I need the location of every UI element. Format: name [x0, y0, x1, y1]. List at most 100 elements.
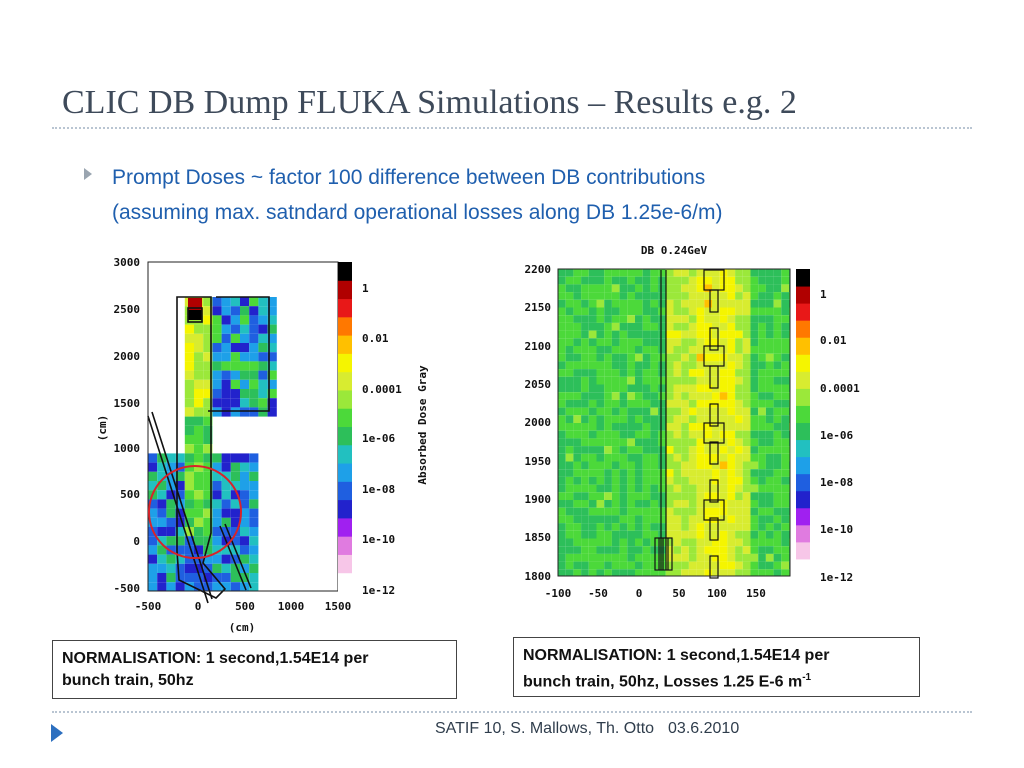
- heatmap-cell: [565, 553, 574, 562]
- heatmap-cell: [681, 507, 689, 516]
- heatmap-cell: [258, 297, 268, 307]
- heatmap-cell: [750, 369, 759, 377]
- heatmap-cell: [719, 546, 728, 554]
- heatmap-cell: [619, 346, 628, 354]
- heatmap-cell: [611, 276, 620, 285]
- heatmap-cell: [619, 438, 628, 447]
- footer-date: 03.6.2010: [668, 720, 740, 737]
- heatmap-cell: [184, 416, 194, 426]
- heatmap-cell: [240, 306, 250, 316]
- heatmap-cell: [758, 384, 766, 393]
- heatmap-cell: [194, 499, 204, 509]
- heatmap-cell: [240, 573, 250, 583]
- heatmap-cell: [642, 415, 651, 423]
- heatmap-cell: [665, 307, 674, 316]
- heatmap-cell: [735, 269, 743, 277]
- heatmap-cell: [650, 492, 659, 500]
- heatmap-cell: [558, 330, 566, 339]
- heatmap-cell: [573, 569, 582, 576]
- heatmap-cell: [758, 438, 766, 447]
- heatmap-cell: [627, 546, 635, 554]
- heatmap-cell: [719, 492, 728, 500]
- heatmap-cell: [635, 338, 643, 346]
- heatmap-cell: [588, 492, 597, 500]
- heatmap-cell: [758, 369, 766, 377]
- beamline-element-outline: [709, 555, 719, 579]
- heatmap-cell: [573, 399, 582, 408]
- colorbar-swatch: [796, 286, 810, 304]
- heatmap-cell: [635, 523, 643, 531]
- heatmap-cell: [742, 369, 751, 377]
- heatmap-cell: [184, 499, 194, 509]
- heatmap-cell: [619, 530, 628, 539]
- heatmap-cell: [704, 469, 712, 477]
- heatmap-cell: [758, 484, 766, 493]
- heatmap-cell: [581, 423, 589, 431]
- heatmap-cell: [573, 500, 582, 508]
- heatmap-cell: [611, 299, 620, 308]
- heatmap-cell: [712, 299, 720, 308]
- heatmap-cell: [619, 384, 628, 393]
- left-ytick: 2000: [114, 350, 141, 363]
- heatmap-cell: [604, 453, 612, 462]
- heatmap-cell: [665, 500, 674, 508]
- heatmap-cell: [665, 330, 674, 339]
- heatmap-cell: [635, 399, 643, 408]
- heatmap-cell: [735, 538, 743, 547]
- heatmap-cell: [212, 545, 222, 555]
- heatmap-cell: [758, 307, 766, 316]
- right-cbar-tick: 1e-08: [820, 476, 853, 489]
- left-cbar-tick: 1e-10: [362, 533, 395, 546]
- heatmap-cell: [750, 553, 759, 562]
- heatmap-cell: [240, 471, 250, 481]
- heatmap-cell: [249, 517, 259, 527]
- heatmap-cell: [696, 376, 705, 385]
- heatmap-cell: [635, 322, 643, 331]
- heatmap-cell: [673, 346, 682, 354]
- heatmap-cell: [642, 476, 651, 485]
- colorbar-swatch: [796, 439, 810, 458]
- heatmap-cell: [642, 430, 651, 439]
- heatmap-cell: [184, 481, 194, 491]
- next-slide-arrow-icon[interactable]: [51, 724, 63, 742]
- heatmap-cell: [719, 292, 728, 300]
- heatmap-cell: [627, 469, 635, 477]
- heatmap-cell: [758, 407, 766, 416]
- heatmap-cell: [781, 307, 789, 316]
- heatmap-cell: [267, 315, 277, 325]
- heatmap-cell: [203, 508, 213, 518]
- heatmap-cell: [148, 573, 158, 583]
- heatmap-cell: [611, 453, 620, 462]
- highlight-circle: [148, 465, 242, 559]
- heatmap-cell: [727, 299, 736, 308]
- heatmap-cell: [558, 492, 566, 500]
- heatmap-cell: [249, 508, 259, 518]
- heatmap-cell: [727, 561, 736, 570]
- heatmap-cell: [735, 500, 743, 508]
- heatmap-cell: [558, 553, 566, 562]
- colorbar-swatch: [796, 354, 810, 372]
- heatmap-cell: [184, 343, 194, 353]
- heatmap-cell: [596, 307, 605, 316]
- heatmap-cell: [212, 361, 222, 371]
- heatmap-cell: [194, 508, 204, 518]
- heatmap-cell: [203, 425, 213, 435]
- heatmap-cell: [758, 453, 766, 462]
- heatmap-cell: [719, 523, 728, 531]
- heatmap-cell: [665, 538, 674, 547]
- heatmap-cell: [194, 407, 204, 417]
- quadrupole-outline: [703, 422, 725, 444]
- heatmap-cell: [627, 446, 635, 454]
- heatmap-cell: [619, 423, 628, 431]
- heatmap-cell: [681, 423, 689, 431]
- heatmap-cell: [604, 346, 612, 354]
- heatmap-cell: [157, 536, 167, 546]
- heatmap-cell: [619, 500, 628, 508]
- heatmap-cell: [704, 284, 712, 293]
- heatmap-cell: [781, 530, 789, 539]
- heatmap-cell: [157, 499, 167, 509]
- norm-right-line-1: NORMALISATION: 1 second,1.54E14 per: [523, 647, 830, 664]
- heatmap-cell: [673, 438, 682, 447]
- heatmap-cell: [194, 416, 204, 426]
- heatmap-cell: [735, 284, 743, 293]
